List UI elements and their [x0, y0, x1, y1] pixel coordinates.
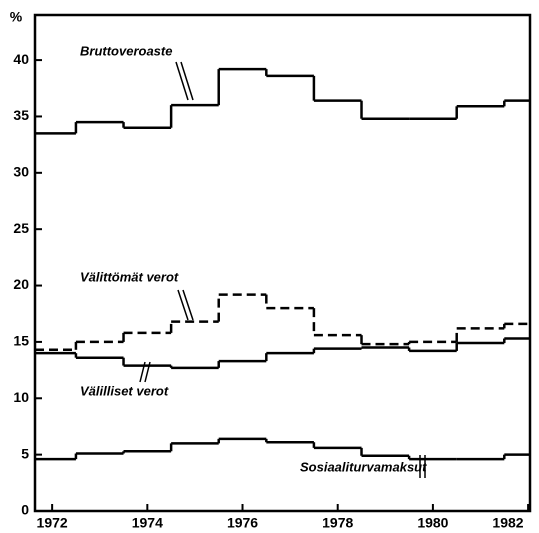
- y-tick-label: 25: [13, 220, 29, 236]
- pointer: [180, 61, 194, 101]
- y-tick-label: 5: [21, 445, 29, 461]
- plot-frame: [33, 13, 532, 513]
- y-tick-label: 15: [13, 333, 29, 349]
- pointer: [144, 361, 151, 383]
- x-tick-label: 1978: [322, 515, 353, 531]
- x-tick-label: 1982: [492, 515, 523, 531]
- series-label: Bruttoveroaste: [80, 43, 172, 58]
- pointer: [182, 289, 194, 321]
- series-label: Välilliset verot: [80, 383, 169, 398]
- x-tick-label: 1980: [417, 515, 448, 531]
- pointer: [177, 289, 189, 321]
- y-tick-label: 10: [13, 389, 29, 405]
- y-tick-label: 30: [13, 164, 29, 180]
- series-label: Sosiaaliturvamaksut: [300, 459, 427, 474]
- y-tick-label: 0: [21, 502, 29, 518]
- x-tick-label: 1976: [227, 515, 258, 531]
- pointer: [139, 361, 146, 383]
- pointer: [175, 61, 189, 101]
- x-tick-label: 1972: [37, 515, 68, 531]
- y-tick-label: 40: [13, 51, 29, 67]
- y-tick-label: 20: [13, 276, 29, 292]
- y-axis-label: %: [10, 9, 23, 25]
- x-tick-label: 1974: [132, 515, 163, 531]
- series-label: Välittömät verot: [80, 269, 179, 284]
- y-tick-label: 35: [13, 107, 29, 123]
